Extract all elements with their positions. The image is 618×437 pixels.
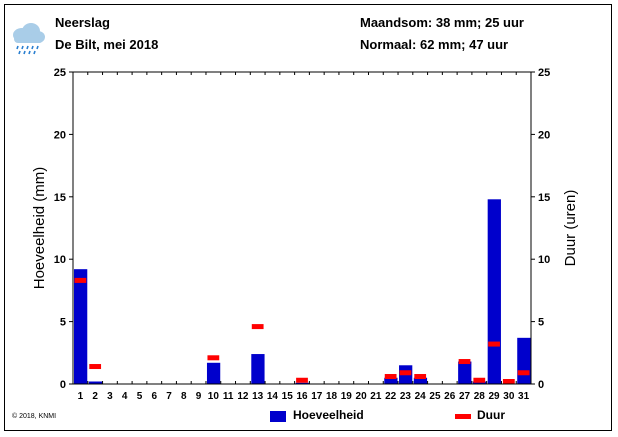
x-tick-label: 12 [237,391,249,402]
legend-duration-label: Duur [477,408,505,422]
x-tick-label: 27 [459,391,471,402]
x-tick-label: 26 [444,391,456,402]
cloud-shape [13,23,45,43]
duration-marker [502,379,515,385]
y-tick-label-right: 5 [538,317,544,329]
x-tick-label: 20 [356,391,368,402]
y-axis-label-right: Duur (uren) [562,190,579,267]
duration-marker [207,355,220,361]
normal-sum-text: Normaal: 62 mm; 47 uur [360,37,509,52]
x-tick-label: 24 [415,391,427,402]
chart-subtitle: De Bilt, mei 2018 [55,37,159,52]
rain-cloud-icon [13,23,45,55]
x-tick-label: 13 [252,391,264,402]
x-tick-label: 22 [385,391,397,402]
x-tick-label: 11 [223,391,234,402]
x-tick-label: 2 [92,391,98,402]
legend-duration-swatch [455,414,471,419]
duration-marker [251,324,264,330]
x-tick-label: 3 [107,391,113,402]
duration-marker [488,341,500,347]
duration-marker [458,359,471,365]
amount-bar [88,381,103,384]
x-tick-label: 16 [296,391,308,402]
legend-amount-swatch [270,411,286,422]
duration-marker [414,374,427,380]
y-tick-label-left: 15 [54,192,66,204]
copyright-text: © 2018, KNMI [12,413,57,420]
y-tick-label-left: 5 [60,317,66,329]
amount-bar [384,377,398,384]
month-sum-text: Maandsom: 38 mm; 25 uur [360,15,524,30]
y-tick-label-left: 10 [54,254,66,266]
duration-marker [399,370,412,376]
x-tick-label: 15 [282,391,294,402]
x-tick-label: 4 [122,391,128,402]
amount-bar [74,269,88,384]
x-tick-label: 8 [181,391,187,402]
y-tick-label-right: 10 [538,254,550,266]
duration-marker [473,377,486,383]
x-tick-label: 30 [503,391,515,402]
x-tick-label: 19 [341,391,353,402]
x-tick-label: 17 [311,391,323,402]
x-tick-label: 25 [429,391,441,402]
duration-marker [74,277,87,283]
x-tick-label: 10 [208,391,220,402]
x-tick-label: 23 [400,391,412,402]
y-tick-label-left: 20 [54,129,66,141]
y-tick-label-right: 25 [538,67,550,79]
duration-marker [89,364,102,370]
rain-drops [16,45,39,55]
y-tick-label-left: 0 [60,379,66,391]
y-tick-label-right: 15 [538,192,550,204]
duration-marker [384,374,397,380]
amount-bar [517,337,531,384]
y-tick-label-left: 25 [54,67,66,79]
plot-area-border [72,71,532,385]
duration-marker [517,370,530,376]
amount-bar [206,362,221,384]
x-tick-label: 1 [78,391,84,402]
x-tick-label: 5 [137,391,143,402]
x-tick-label: 7 [166,391,172,402]
x-tick-label: 14 [267,391,279,402]
amount-bar [458,361,472,384]
x-tick-label: 28 [474,391,486,402]
amount-bar [413,377,428,384]
amount-bar [487,199,501,384]
x-tick-label: 6 [151,391,157,402]
legend-amount-label: Hoeveelheid [293,408,364,422]
x-tick-label: 18 [326,391,338,402]
chart-frame [4,4,612,431]
y-axis-label-left: Hoeveelheid (mm) [31,167,48,290]
amount-bar [251,354,265,384]
x-tick-label: 9 [196,391,202,402]
chart-title: Neerslag [55,15,110,30]
x-tick-label: 21 [370,391,382,402]
x-tick-label: 31 [518,391,530,402]
y-tick-label-right: 0 [538,379,544,391]
amount-bar [295,382,309,384]
y-tick-label-right: 20 [538,129,550,141]
duration-marker [296,377,308,383]
x-tick-label: 29 [489,391,501,402]
